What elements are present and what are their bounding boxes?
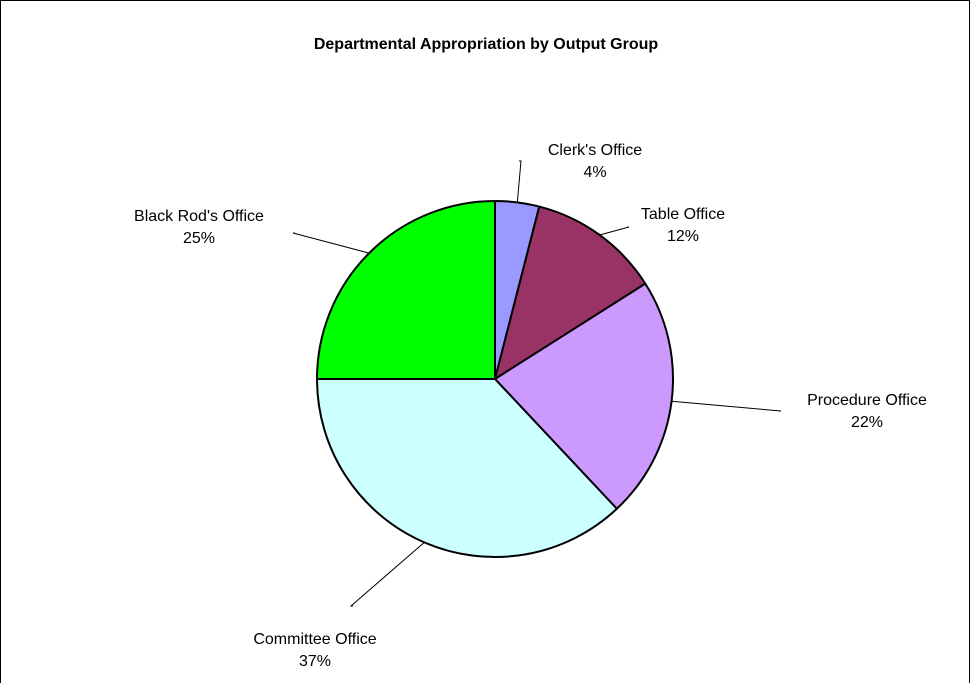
pie-slice-black-rod-s-office <box>316 200 496 380</box>
leader-line-black-rod-s-office <box>292 232 370 254</box>
slice-label-clerk-s-office: Clerk's Office <box>548 142 642 159</box>
pie-slices <box>316 200 674 558</box>
slice-value-clerk-s-office: 4% <box>583 164 606 181</box>
pie-slice-procedure-office <box>494 282 674 510</box>
pie-slice-table-office <box>494 205 647 380</box>
pie-slice-committee-office <box>316 378 618 558</box>
leader-line-table-office <box>599 226 630 236</box>
leader-line-procedure-office <box>671 400 782 412</box>
slice-value-black-rod-s-office: 25% <box>183 230 215 247</box>
slice-value-committee-office: 37% <box>299 653 331 670</box>
slice-value-procedure-office: 22% <box>851 414 883 431</box>
slice-value-table-office: 12% <box>667 228 699 245</box>
leader-line-committee-office <box>349 541 425 607</box>
slice-label-procedure-office: Procedure Office <box>807 392 927 409</box>
leader-line-clerk-s-office <box>516 160 522 203</box>
leader-lines <box>292 160 782 607</box>
chart-title: Departmental Appropriation by Output Gro… <box>314 36 659 53</box>
slice-label-table-office: Table Office <box>641 206 725 223</box>
slice-labels: Clerk's Office 4% Table Office 12% Procedure… <box>134 142 927 670</box>
slice-label-black-rod-s-office: Black Rod's Office <box>134 208 264 225</box>
slice-label-committee-office: Committee Office <box>253 631 376 648</box>
